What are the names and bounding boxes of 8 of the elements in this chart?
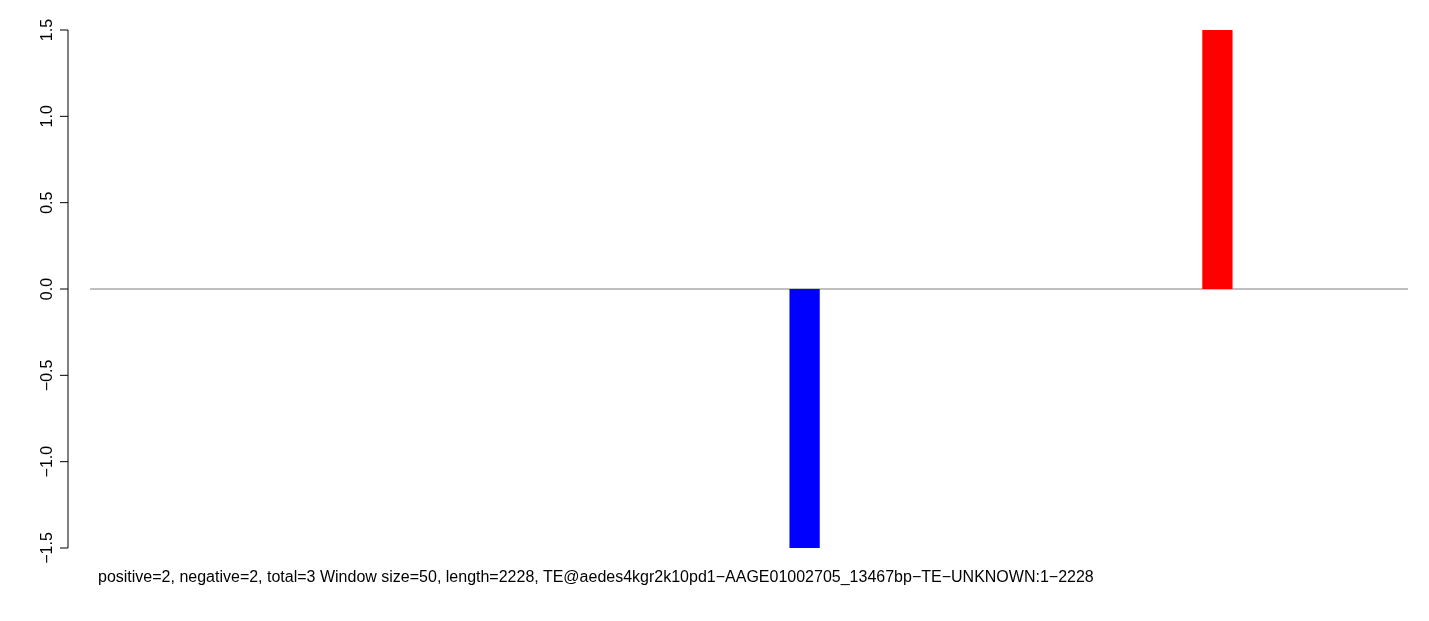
text: positive=2, negative=2, total=3 Window size=50, length=2228, TE@aedes4kgr2k10pd1−AAGE01002705_13467bp−TE−UNKNOWN:1−2228: [98, 568, 1094, 586]
y-tick-label: −0.5: [38, 359, 55, 392]
y-tick-label: 0.5: [38, 191, 55, 214]
y-tick-label: −1.5: [38, 532, 55, 564]
y-tick-label: 0.0: [38, 277, 55, 301]
y-tick-label: 1.5: [38, 18, 55, 42]
y-tick-label: 1.0: [38, 105, 55, 128]
y-tick-label: −1.0: [38, 445, 55, 478]
